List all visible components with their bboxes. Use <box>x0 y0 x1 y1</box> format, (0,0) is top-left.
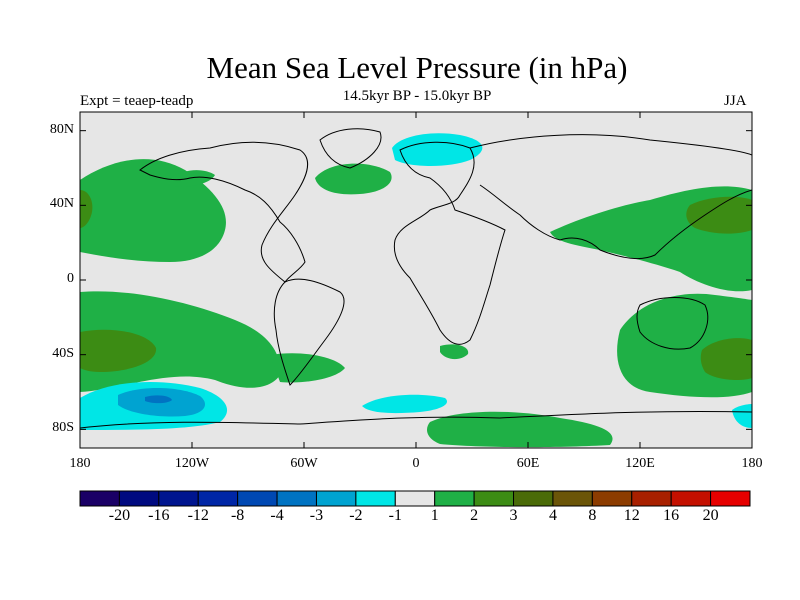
chart-subtitle: 14.5kyr BP - 15.0kyr BP <box>342 88 492 104</box>
colorbar-swatch <box>513 490 554 507</box>
amundsen-low-inner <box>145 395 172 404</box>
colorbar-label: -1 <box>388 507 402 524</box>
lon-label: 60W <box>290 456 318 471</box>
south-america-band <box>270 353 345 383</box>
colorbar-label: 4 <box>548 507 557 524</box>
australia-coast <box>636 297 709 350</box>
colorbar-label: -20 <box>108 507 131 524</box>
colorbar-swatch <box>552 490 593 507</box>
antarctica-coast <box>80 410 752 429</box>
colorbar-swatch <box>434 490 475 507</box>
anomaly-fields <box>80 133 752 448</box>
colorbar-swatch <box>473 490 515 507</box>
axis-ticks <box>79 112 753 448</box>
south-america-coast <box>273 278 345 386</box>
lon-label: 0 <box>412 456 420 471</box>
colorbar-swatch <box>631 490 672 507</box>
europe-africa-coast <box>393 141 506 345</box>
colorbar-swatch <box>158 490 199 507</box>
lon-label: 180 <box>741 456 763 471</box>
colorbar-label: 8 <box>588 507 597 524</box>
colorbar-label: -3 <box>309 507 324 524</box>
colorbar <box>79 490 751 507</box>
colorbar-label: -4 <box>270 507 284 524</box>
chart-title: Mean Sea Level Pressure (in hPa) <box>206 50 628 85</box>
colorbar-swatch <box>237 490 278 507</box>
colorbar-swatch <box>315 490 357 507</box>
north-pacific-core <box>80 190 93 228</box>
colorbar-swatch <box>118 490 160 507</box>
lat-label: 40S <box>52 345 74 361</box>
japan-core <box>686 196 752 234</box>
colorbar-swatch <box>710 490 751 507</box>
new-zealand-core <box>700 338 752 380</box>
southern-atlantic-low <box>362 394 448 414</box>
lat-label: 0 <box>67 271 74 286</box>
colorbar-label: 2 <box>470 507 479 524</box>
greenland-low <box>392 133 483 166</box>
colorbar-label: -8 <box>230 507 245 524</box>
colorbar-swatch <box>355 490 396 507</box>
colorbar-swatch <box>591 490 633 507</box>
colorbar-label: 3 <box>509 507 518 524</box>
colorbar-label: 20 <box>702 507 719 524</box>
experiment-label: Expt = teaep-teadp <box>80 93 194 109</box>
lon-label: 60E <box>516 456 540 471</box>
colorbar-label: 16 <box>663 507 680 524</box>
lon-label: 180 <box>69 456 91 471</box>
south-atlantic-patch <box>440 344 469 360</box>
colorbar-label: -12 <box>187 507 209 524</box>
lat-label: 40N <box>49 196 74 212</box>
colorbar-label: 12 <box>623 507 640 524</box>
colorbar-swatch <box>79 490 120 507</box>
south-pacific-core <box>80 329 157 372</box>
coastlines <box>80 128 752 429</box>
season-label: JJA <box>724 93 747 109</box>
colorbar-swatch <box>394 490 436 507</box>
colorbar-swatch <box>670 490 712 507</box>
asia-coast <box>469 134 752 260</box>
colorbar-swatch <box>197 490 239 507</box>
lat-label: 80N <box>49 121 74 137</box>
southern-indian-low <box>732 404 752 428</box>
colorbar-label: -2 <box>349 507 363 524</box>
alaska-band <box>170 170 215 187</box>
lon-label: 120W <box>174 456 210 471</box>
lat-label: 80S <box>52 420 74 436</box>
north-atlantic-high <box>315 163 392 195</box>
lon-label: 120E <box>625 456 655 471</box>
antarctic-margin-high <box>427 411 613 448</box>
colorbar-label: -16 <box>148 507 170 524</box>
greenland-coast <box>319 128 382 169</box>
colorbar-swatch <box>276 490 317 507</box>
colorbar-label: 1 <box>430 507 439 524</box>
